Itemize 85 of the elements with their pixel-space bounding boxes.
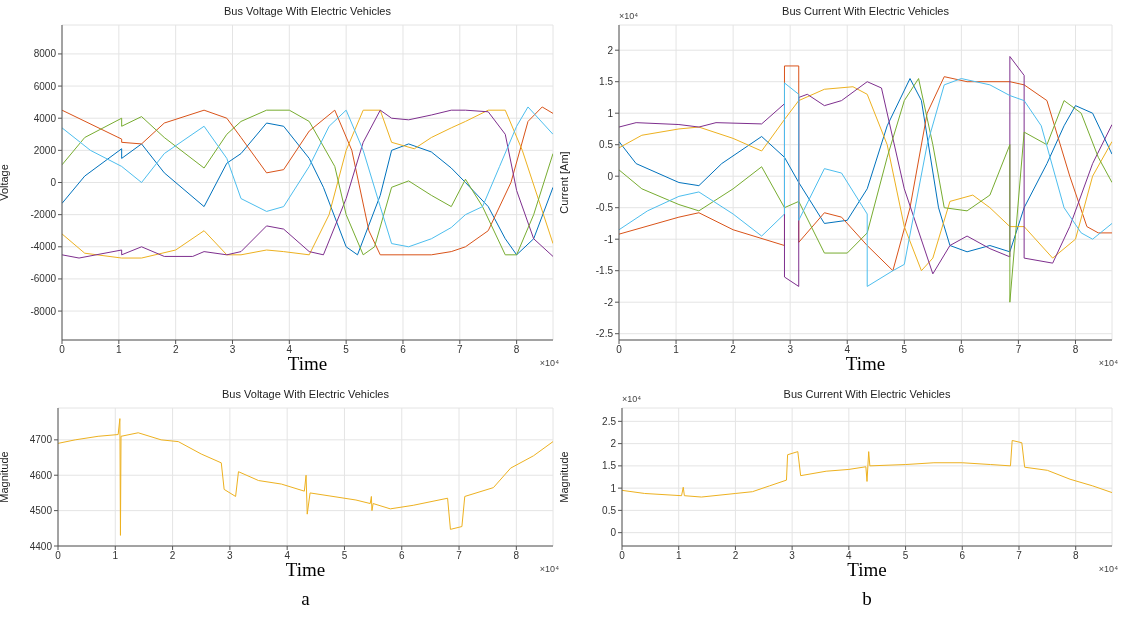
x-tick-label: 7 bbox=[456, 550, 463, 562]
y-tick-label: -2.5 bbox=[595, 328, 614, 340]
y-tick-label: -4000 bbox=[30, 241, 57, 253]
y-tick-label: 1.5 bbox=[599, 76, 614, 88]
x-tick-label: 3 bbox=[229, 344, 236, 356]
text: ×10⁴ bbox=[538, 358, 559, 368]
x-tick-label: 0 bbox=[619, 550, 626, 562]
x-axis-title: Time bbox=[287, 353, 328, 374]
x-tick-label: 4 bbox=[846, 550, 853, 562]
text: ×10⁴ bbox=[538, 564, 559, 574]
x-tick-label: 2 bbox=[732, 550, 739, 562]
x-tick-label: 3 bbox=[789, 550, 796, 562]
x-tick-label: 1 bbox=[116, 344, 123, 356]
x-tick-label: 2 bbox=[172, 344, 179, 356]
y-tick-label: 6000 bbox=[33, 80, 57, 92]
y-tick-label: 4700 bbox=[29, 434, 53, 446]
x-tick-label: 5 bbox=[343, 344, 350, 356]
x-tick-label: 5 bbox=[901, 344, 908, 356]
x-tick-label: 8 bbox=[513, 344, 520, 356]
x-tick-label: 8 bbox=[513, 550, 520, 562]
y-tick-label: 4400 bbox=[29, 540, 53, 552]
text: ×10⁴ bbox=[622, 394, 642, 404]
text: b bbox=[861, 588, 873, 610]
y-tick-label: 4600 bbox=[29, 469, 53, 481]
x-tick-label: 6 bbox=[400, 344, 407, 356]
y-tick-label: 2.5 bbox=[602, 415, 617, 427]
y-axis-title: Magnitude bbox=[557, 451, 570, 503]
y-axis-title: Voltage bbox=[0, 164, 10, 201]
x-tick-label: 8 bbox=[1072, 344, 1079, 356]
text: ×10⁴ bbox=[1097, 564, 1118, 574]
y-tick-label: 1.5 bbox=[602, 460, 617, 472]
x-tick-label: 5 bbox=[341, 550, 348, 562]
x-tick-label: 0 bbox=[59, 344, 66, 356]
y-tick-label: -2 bbox=[604, 296, 614, 308]
x-tick-label: 1 bbox=[673, 344, 680, 356]
x-tick-label: 7 bbox=[1015, 344, 1022, 356]
y-tick-label: -2000 bbox=[30, 209, 57, 221]
x-tick-label: 8 bbox=[1072, 550, 1079, 562]
y-axis-title: Current [Am] bbox=[557, 151, 570, 214]
x-tick-label: 4 bbox=[286, 344, 293, 356]
x-tick-label: 6 bbox=[959, 550, 966, 562]
x-tick-label: 1 bbox=[675, 550, 682, 562]
x-tick-label: 6 bbox=[398, 550, 405, 562]
y-tick-label: 0 bbox=[607, 170, 614, 182]
chart-title: Bus Voltage With Electric Vehicles bbox=[221, 388, 390, 400]
y-tick-label: -0.5 bbox=[595, 202, 614, 214]
x-tick-label: 4 bbox=[284, 550, 291, 562]
y-tick-label: 1 bbox=[607, 107, 614, 119]
x-tick-label: 1 bbox=[112, 550, 119, 562]
x-tick-label: 7 bbox=[1016, 550, 1023, 562]
y-tick-label: 0.5 bbox=[602, 504, 617, 516]
y-tick-label: 4500 bbox=[29, 505, 53, 517]
y-tick-label: 0 bbox=[610, 527, 617, 539]
y-tick-label: 2 bbox=[610, 438, 617, 450]
x-tick-label: 7 bbox=[457, 344, 464, 356]
y-tick-label: -8000 bbox=[30, 305, 57, 317]
y-axis-title: Magnitude bbox=[0, 451, 10, 503]
x-tick-label: 6 bbox=[958, 344, 965, 356]
x-tick-label: 3 bbox=[227, 550, 234, 562]
text: ×10⁴ bbox=[1097, 358, 1118, 368]
line-series bbox=[58, 418, 553, 536]
y-tick-label: -1.5 bbox=[595, 265, 614, 277]
x-axis-title: Time bbox=[845, 353, 886, 374]
line-series bbox=[622, 440, 1112, 498]
chart-title: Bus Current With Electric Vehicles bbox=[783, 388, 951, 400]
y-tick-label: -1 bbox=[604, 233, 614, 245]
y-tick-label: 8000 bbox=[33, 48, 57, 60]
y-tick-label: 1 bbox=[610, 482, 617, 494]
x-axis-title: Time bbox=[847, 559, 887, 580]
chart-title: Bus Current With Electric Vehicles bbox=[782, 5, 949, 17]
x-tick-label: 2 bbox=[169, 550, 176, 562]
x-tick-label: 3 bbox=[787, 344, 794, 356]
x-axis-title: Time bbox=[285, 559, 326, 580]
y-tick-label: 2 bbox=[607, 44, 614, 56]
x-tick-label: 4 bbox=[844, 344, 851, 356]
text: a bbox=[300, 588, 311, 610]
chart-title: Bus Voltage With Electric Vehicles bbox=[223, 5, 392, 17]
y-tick-label: -6000 bbox=[30, 273, 57, 285]
y-tick-label: 0.5 bbox=[599, 139, 614, 151]
x-tick-label: 2 bbox=[730, 344, 737, 356]
text: ×10⁴ bbox=[619, 11, 639, 21]
x-tick-label: 5 bbox=[902, 550, 909, 562]
y-tick-label: 0 bbox=[50, 177, 57, 189]
y-tick-label: 4000 bbox=[33, 112, 57, 124]
y-tick-label: 2000 bbox=[33, 144, 57, 156]
